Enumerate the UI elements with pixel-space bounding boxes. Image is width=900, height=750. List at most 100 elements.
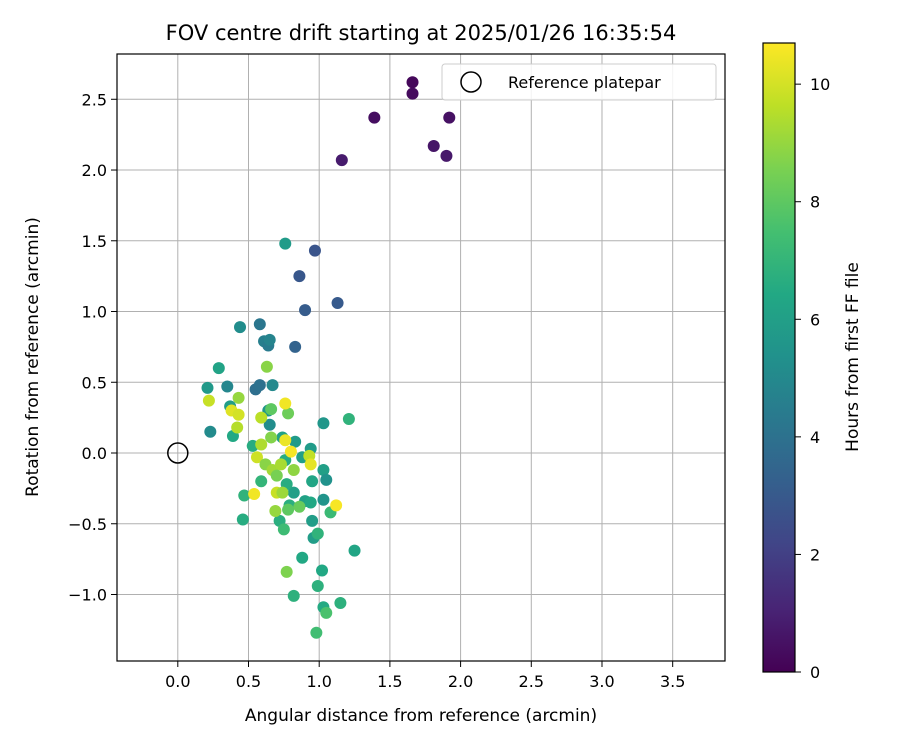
colorbar-ticks: 0 2 4 6 8 10 — [795, 75, 830, 682]
data-point — [270, 469, 283, 482]
x-axis-ticks: 0.0 0.5 1.0 1.5 2.0 2.5 3.0 3.5 — [165, 661, 685, 691]
data-point — [253, 379, 266, 392]
data-point — [212, 362, 225, 375]
data-point — [253, 318, 266, 331]
data-point — [289, 435, 302, 448]
y-tick-label: −0.5 — [68, 515, 107, 534]
colorbar-tick-label: 8 — [810, 193, 820, 212]
data-point — [255, 411, 268, 424]
data-point — [250, 451, 263, 464]
data-point — [282, 503, 295, 516]
x-tick-label: 1.0 — [306, 672, 331, 691]
data-point — [202, 394, 215, 407]
data-point — [260, 360, 273, 373]
data-point — [269, 505, 282, 518]
x-tick-label: 0.5 — [236, 672, 261, 691]
data-point — [279, 434, 292, 447]
data-point — [280, 565, 293, 578]
data-point — [255, 438, 268, 451]
data-point — [265, 431, 278, 444]
x-tick-label: 3.0 — [589, 672, 614, 691]
y-tick-label: −1.0 — [68, 585, 107, 604]
data-point — [368, 111, 381, 124]
colorbar-tick-label: 2 — [810, 545, 820, 564]
plot-frame — [116, 53, 726, 662]
data-point — [248, 488, 261, 501]
data-point — [293, 500, 306, 513]
y-axis-ticks: −1.0 −0.5 0.0 0.5 1.0 1.5 2.0 2.5 — [68, 90, 117, 604]
y-tick-label: 2.0 — [82, 161, 107, 180]
data-point — [238, 489, 251, 502]
data-point — [317, 417, 330, 430]
legend-marker-icon — [460, 71, 482, 93]
data-point — [284, 445, 297, 458]
y-tick-label: 0.0 — [82, 444, 107, 463]
data-point — [311, 527, 324, 540]
data-point — [289, 340, 302, 353]
data-point — [287, 463, 300, 476]
data-point — [232, 408, 245, 421]
data-point — [330, 499, 343, 512]
data-point — [282, 407, 295, 420]
data-point — [279, 397, 292, 410]
data-point — [255, 475, 268, 488]
data-point — [406, 87, 419, 100]
data-point — [427, 139, 440, 152]
y-tick-label: 2.5 — [82, 90, 107, 109]
data-point — [265, 403, 278, 416]
data-point — [293, 270, 306, 283]
data-point — [443, 111, 456, 124]
reference-point-marker — [167, 442, 189, 464]
colorbar-tick-label: 6 — [810, 310, 820, 329]
y-tick-label: 1.0 — [82, 303, 107, 322]
data-point — [299, 304, 312, 317]
data-point — [287, 486, 300, 499]
data-point — [296, 551, 309, 564]
data-point — [263, 333, 276, 346]
data-point — [306, 514, 319, 527]
x-tick-label: 2.5 — [519, 672, 544, 691]
data-points — [201, 76, 456, 639]
data-point — [342, 413, 355, 426]
data-point — [266, 379, 279, 392]
data-point — [304, 496, 317, 509]
data-point — [320, 473, 333, 486]
data-point — [334, 596, 347, 609]
data-point — [310, 626, 323, 639]
data-point — [308, 244, 321, 257]
data-point — [287, 589, 300, 602]
colorbar-tick-label: 10 — [810, 75, 830, 94]
data-point — [348, 544, 361, 557]
data-point — [317, 463, 330, 476]
data-point — [204, 425, 217, 438]
data-point — [231, 421, 244, 434]
data-point — [201, 381, 214, 394]
data-point — [406, 76, 419, 89]
colorbar-tick-label: 4 — [810, 428, 820, 447]
colorbar — [762, 42, 796, 673]
legend: Reference platepar — [441, 63, 717, 101]
data-point — [317, 493, 330, 506]
data-point — [232, 391, 245, 404]
data-point — [234, 321, 247, 334]
x-tick-label: 0.0 — [165, 672, 190, 691]
data-point — [306, 475, 319, 488]
plot-area — [117, 54, 725, 661]
x-tick-label: 1.5 — [377, 672, 402, 691]
data-point — [276, 486, 289, 499]
x-tick-label: 3.5 — [660, 672, 685, 691]
grid-lines — [117, 54, 725, 661]
data-point — [275, 458, 288, 471]
x-tick-label: 2.0 — [448, 672, 473, 691]
data-point — [221, 380, 234, 393]
legend-box — [441, 63, 717, 101]
colorbar-label: Hours from first FF file — [843, 262, 863, 452]
legend-label: Reference platepar — [508, 73, 661, 92]
data-point — [316, 564, 329, 577]
data-point — [440, 149, 453, 162]
data-point — [236, 513, 249, 526]
y-tick-label: 1.5 — [82, 232, 107, 251]
data-point — [311, 580, 324, 593]
colorbar-tick-label: 0 — [810, 663, 820, 682]
